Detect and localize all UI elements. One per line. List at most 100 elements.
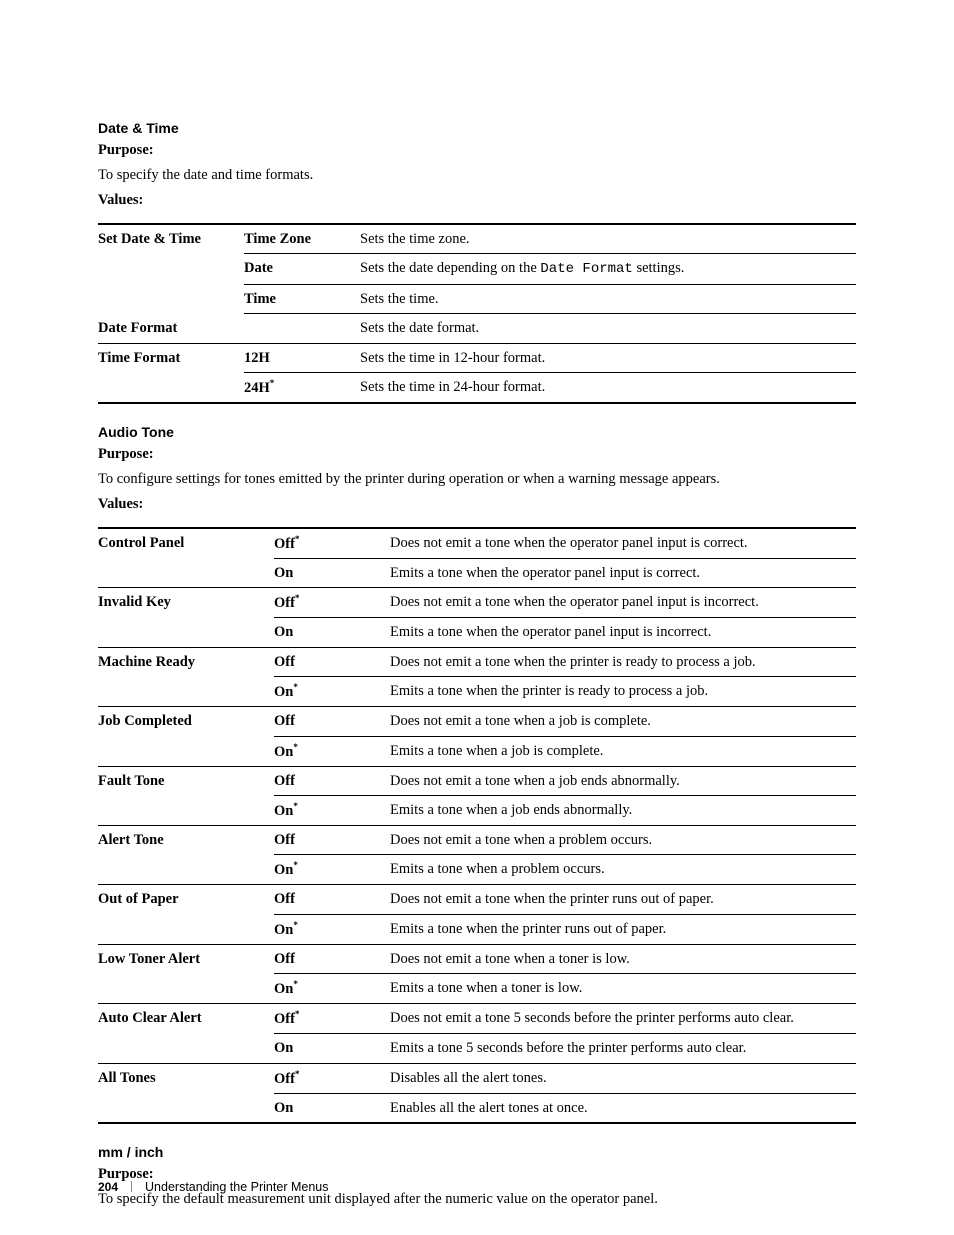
setting-name bbox=[98, 1093, 274, 1123]
setting-name: Out of Paper bbox=[98, 885, 274, 914]
table-row: Time Format12HSets the time in 12-hour f… bbox=[98, 343, 856, 372]
setting-name bbox=[98, 974, 274, 1004]
setting-description: Does not emit a tone when the printer is… bbox=[390, 647, 856, 676]
setting-name bbox=[98, 677, 274, 707]
table-row: TimeSets the time. bbox=[98, 284, 856, 313]
setting-option: 12H bbox=[244, 343, 360, 372]
heading-mm-inch: mm / inch bbox=[98, 1144, 856, 1160]
setting-name bbox=[98, 559, 274, 588]
setting-option: Off bbox=[274, 885, 390, 914]
table-row: On*Emits a tone when a job ends abnormal… bbox=[98, 795, 856, 825]
table-row: On*Emits a tone when a job is complete. bbox=[98, 736, 856, 766]
setting-description: Does not emit a tone when a toner is low… bbox=[390, 944, 856, 973]
setting-description: Sets the time zone. bbox=[360, 224, 856, 254]
table-row: OnEmits a tone when the operator panel i… bbox=[98, 559, 856, 588]
setting-name: Job Completed bbox=[98, 707, 274, 736]
values-label-date-time: Values: bbox=[98, 192, 856, 209]
setting-name bbox=[98, 254, 244, 285]
table-row: Job CompletedOffDoes not emit a tone whe… bbox=[98, 707, 856, 736]
setting-option: Off bbox=[274, 826, 390, 855]
setting-description: Sets the time in 12-hour format. bbox=[360, 343, 856, 372]
table-row: Invalid KeyOff*Does not emit a tone when… bbox=[98, 588, 856, 618]
purpose-label-audio-tone: Purpose: bbox=[98, 446, 856, 463]
setting-description: Emits a tone when a toner is low. bbox=[390, 974, 856, 1004]
setting-name: Low Toner Alert bbox=[98, 944, 274, 973]
setting-name bbox=[98, 284, 244, 313]
table-row: On*Emits a tone when a toner is low. bbox=[98, 974, 856, 1004]
table-row: Control PanelOff*Does not emit a tone wh… bbox=[98, 528, 856, 559]
setting-description: Does not emit a tone when the operator p… bbox=[390, 528, 856, 559]
setting-description: Emits a tone when a problem occurs. bbox=[390, 855, 856, 885]
setting-option: On* bbox=[274, 736, 390, 766]
setting-description: Emits a tone when the printer is ready t… bbox=[390, 677, 856, 707]
setting-name bbox=[98, 795, 274, 825]
table-row: On*Emits a tone when the printer runs ou… bbox=[98, 914, 856, 944]
setting-name: All Tones bbox=[98, 1063, 274, 1093]
setting-option: Off* bbox=[274, 1004, 390, 1034]
setting-option: Time bbox=[244, 284, 360, 313]
default-asterisk: * bbox=[293, 801, 298, 811]
default-asterisk: * bbox=[295, 1069, 300, 1079]
setting-description: Disables all the alert tones. bbox=[390, 1063, 856, 1093]
table-audio-tone: Control PanelOff*Does not emit a tone wh… bbox=[98, 527, 856, 1124]
default-asterisk: * bbox=[295, 593, 300, 603]
table-row: Low Toner AlertOffDoes not emit a tone w… bbox=[98, 944, 856, 973]
table-row: On*Emits a tone when a problem occurs. bbox=[98, 855, 856, 885]
table-row: DateSets the date depending on the Date … bbox=[98, 254, 856, 285]
setting-name: Set Date & Time bbox=[98, 224, 244, 254]
code-literal: Date Format bbox=[540, 261, 632, 277]
setting-description: Emits a tone when a job is complete. bbox=[390, 736, 856, 766]
setting-option: Off* bbox=[274, 1063, 390, 1093]
setting-description: Sets the date depending on the Date Form… bbox=[360, 254, 856, 285]
default-asterisk: * bbox=[293, 920, 298, 930]
footer-chapter: Understanding the Printer Menus bbox=[145, 1180, 328, 1194]
setting-description: Sets the time. bbox=[360, 284, 856, 313]
setting-name: Invalid Key bbox=[98, 588, 274, 618]
setting-option: Off bbox=[274, 944, 390, 973]
setting-description: Does not emit a tone when a problem occu… bbox=[390, 826, 856, 855]
setting-option bbox=[244, 314, 360, 343]
table-row: Fault ToneOffDoes not emit a tone when a… bbox=[98, 766, 856, 795]
setting-option: On bbox=[274, 618, 390, 647]
setting-name: Fault Tone bbox=[98, 766, 274, 795]
setting-description: Sets the date format. bbox=[360, 314, 856, 343]
purpose-label-date-time: Purpose: bbox=[98, 142, 856, 159]
setting-name: Alert Tone bbox=[98, 826, 274, 855]
page-number: 204 bbox=[98, 1180, 118, 1194]
setting-name: Date Format bbox=[98, 314, 244, 343]
default-asterisk: * bbox=[295, 1009, 300, 1019]
setting-option: On* bbox=[274, 795, 390, 825]
setting-description: Does not emit a tone 5 seconds before th… bbox=[390, 1004, 856, 1034]
purpose-text-date-time: To specify the date and time formats. bbox=[98, 165, 856, 186]
default-asterisk: * bbox=[295, 534, 300, 544]
setting-option: On* bbox=[274, 974, 390, 1004]
setting-name: Control Panel bbox=[98, 528, 274, 559]
setting-option: Off* bbox=[274, 588, 390, 618]
setting-description: Does not emit a tone when a job ends abn… bbox=[390, 766, 856, 795]
default-asterisk: * bbox=[270, 378, 275, 388]
heading-audio-tone: Audio Tone bbox=[98, 424, 856, 440]
default-asterisk: * bbox=[293, 860, 298, 870]
setting-name bbox=[98, 736, 274, 766]
table-date-time: Set Date & TimeTime ZoneSets the time zo… bbox=[98, 223, 856, 404]
setting-description: Emits a tone when the printer runs out o… bbox=[390, 914, 856, 944]
table-row: OnEmits a tone 5 seconds before the prin… bbox=[98, 1034, 856, 1063]
table-row: Set Date & TimeTime ZoneSets the time zo… bbox=[98, 224, 856, 254]
default-asterisk: * bbox=[293, 682, 298, 692]
setting-description: Does not emit a tone when the operator p… bbox=[390, 588, 856, 618]
setting-option: On bbox=[274, 1034, 390, 1063]
table-row: Machine ReadyOffDoes not emit a tone whe… bbox=[98, 647, 856, 676]
values-label-audio-tone: Values: bbox=[98, 496, 856, 513]
table-row: Out of PaperOffDoes not emit a tone when… bbox=[98, 885, 856, 914]
setting-description: Sets the time in 24-hour format. bbox=[360, 372, 856, 403]
setting-option: On* bbox=[274, 855, 390, 885]
setting-description: Emits a tone when the operator panel inp… bbox=[390, 618, 856, 647]
setting-description: Does not emit a tone when a job is compl… bbox=[390, 707, 856, 736]
setting-name bbox=[98, 372, 244, 403]
setting-option: Off bbox=[274, 766, 390, 795]
table-row: All TonesOff*Disables all the alert tone… bbox=[98, 1063, 856, 1093]
setting-name: Auto Clear Alert bbox=[98, 1004, 274, 1034]
setting-description: Emits a tone when a job ends abnormally. bbox=[390, 795, 856, 825]
setting-option: On* bbox=[274, 914, 390, 944]
setting-option: Time Zone bbox=[244, 224, 360, 254]
